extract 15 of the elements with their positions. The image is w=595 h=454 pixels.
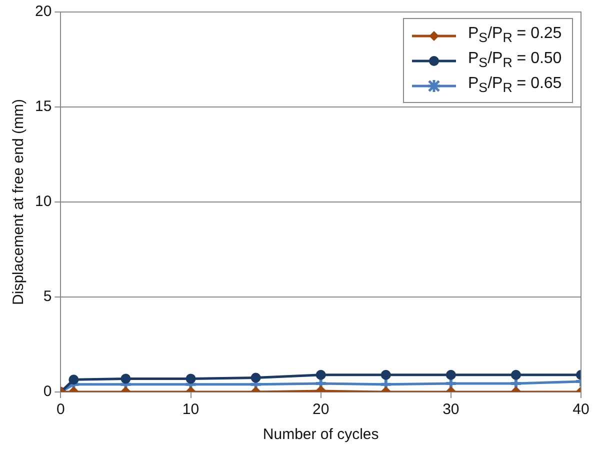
y-tick-label: 10 [34,193,52,210]
x-tick-label: 40 [572,401,590,418]
x-tick-label: 10 [182,401,200,418]
x-tick-label: 0 [56,401,65,418]
legend-label: P$_{S}$/P$_{R}$ = 0.50 [468,50,562,71]
x-tick-label: 30 [442,401,460,418]
x-axis-title: Number of cycles [262,426,379,444]
y-tick-label: 5 [43,288,52,306]
y-tick-label: 20 [34,3,52,20]
x-tick-label: 20 [312,401,330,418]
legend-label: P$_{S}$/P$_{R}$ = 0.65 [468,75,562,96]
legend-label: P$_{S}$/P$_{R}$ = 0.25 [468,25,562,46]
y-tick-label: 15 [34,98,52,116]
y-tick-label: 0 [43,383,52,400]
y-axis-title: Displacement at free end (mm) [10,99,28,305]
